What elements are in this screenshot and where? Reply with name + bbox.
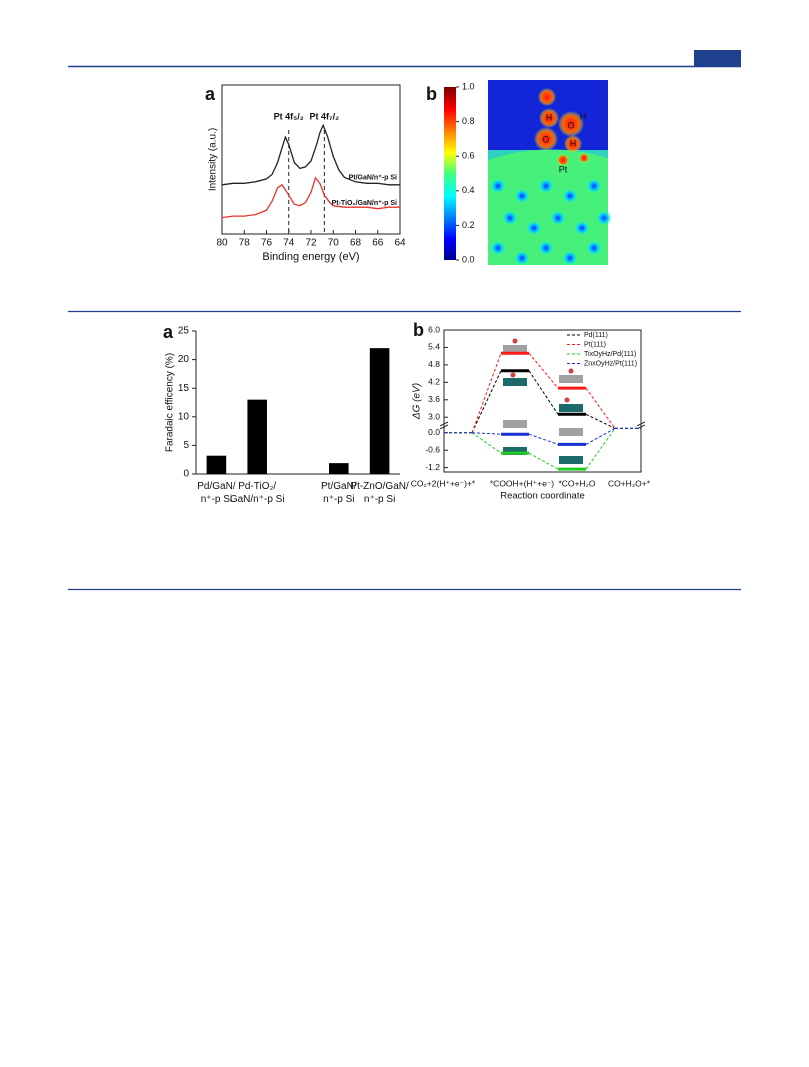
- axis-break: [439, 421, 449, 430]
- connector: [471, 353, 502, 433]
- x-tick-label: 66: [372, 238, 384, 249]
- panel-label: a: [205, 84, 216, 104]
- colorbar-tick-label: 0.6: [462, 151, 475, 161]
- y-tick-label: -1.2: [425, 462, 440, 472]
- bar: [329, 463, 349, 474]
- y-axis-label: Faradaic efficency (%): [165, 353, 176, 452]
- map-label: H: [546, 112, 553, 122]
- series-label: Pt-TiO₂/GaN/n⁺-p Si: [332, 200, 397, 207]
- connector: [585, 387, 616, 429]
- map-label: O: [542, 134, 549, 144]
- peak-label: Pt 4f₇/₂: [310, 111, 340, 121]
- colorbar-tick-label: 0.2: [462, 220, 475, 230]
- map-label: O: [567, 120, 574, 130]
- map-label: Pt: [559, 164, 568, 174]
- connector: [528, 433, 559, 445]
- panel-label: b: [426, 84, 437, 104]
- x-tick-label: *COOH+(H⁺+e⁻): [490, 478, 554, 488]
- x-tick-label: CO+H₂O+*: [608, 478, 651, 488]
- series-line: [221, 123, 400, 186]
- colorbar-tick-label: 0.8: [462, 116, 475, 126]
- x-tick-label: 74: [283, 238, 295, 249]
- plot-frame: [443, 329, 642, 473]
- y-axis-label: Intensity (a.u.): [208, 128, 219, 191]
- x-tick-label: CO₂+2(H⁺+e⁻)+*: [411, 478, 476, 488]
- y-tick-label: 25: [178, 326, 190, 337]
- header-block: [694, 50, 741, 66]
- x-tick-label: 76: [261, 238, 273, 249]
- x-tick-label: *CO+H₂O: [558, 478, 595, 488]
- map-label: H: [570, 138, 577, 148]
- panel-label: b: [413, 320, 424, 340]
- peak-label: Pt 4f₅/₂: [274, 111, 304, 121]
- connector: [585, 427, 616, 445]
- legend-label: TixOyHz/Pd(111): [584, 351, 636, 358]
- colorbar-tick-label: 0.4: [462, 185, 475, 195]
- y-tick-label: 20: [178, 354, 190, 365]
- y-tick-label: 4.2: [428, 377, 440, 387]
- y-axis-label: ΔG (eV): [412, 383, 423, 420]
- connector: [528, 352, 559, 389]
- x-tick-label: 70: [328, 238, 340, 249]
- y-tick-label: 6.0: [428, 324, 440, 334]
- y-tick-label: 3.0: [428, 411, 440, 421]
- charge-map: [488, 80, 612, 266]
- x-tick-label: 68: [350, 238, 362, 249]
- bar: [247, 399, 267, 474]
- structure-icons: [503, 338, 583, 464]
- connector: [471, 432, 502, 454]
- connector: [471, 432, 502, 435]
- panel-label: a: [163, 322, 174, 342]
- x-tick-label: Pt/GaN/n⁺-p Si: [321, 481, 357, 505]
- bar: [206, 455, 227, 474]
- x-tick-label: 80: [216, 238, 228, 249]
- legend-label: ZnxOyHz/Pt(111): [584, 360, 637, 367]
- connector: [528, 452, 559, 470]
- x-axis-label: Reaction coordinate: [500, 491, 585, 502]
- x-tick-label: Pt-ZnO/GaN/n⁺-p Si: [350, 481, 409, 505]
- connector: [585, 413, 616, 429]
- y-tick-label: 5: [183, 440, 189, 451]
- y-tick-label: 0.0: [428, 427, 440, 437]
- series-label: Pt/GaN/n⁺-p Si: [349, 175, 397, 182]
- connector: [585, 428, 616, 470]
- y-tick-label: 3.6: [428, 394, 440, 404]
- x-tick-label: Pd/GaN/n⁺-p Si: [197, 481, 236, 505]
- legend-label: Pd(111): [584, 332, 608, 339]
- colorbar-tick-label: 0.0: [462, 254, 475, 264]
- bar: [369, 348, 390, 474]
- x-tick-label: 72: [305, 238, 317, 249]
- y-tick-label: 15: [178, 383, 190, 394]
- x-tick-label: Pd-TiO₂/GaN/n⁺-p Si: [230, 481, 285, 505]
- y-tick-label: 0: [183, 469, 189, 480]
- x-tick-label: 64: [394, 238, 406, 249]
- x-axis-label: Binding energy (eV): [262, 251, 359, 263]
- colorbar: [444, 87, 456, 260]
- y-tick-label: 4.8: [428, 359, 440, 369]
- y-tick-label: 10: [178, 411, 190, 422]
- x-tick-label: 78: [239, 238, 251, 249]
- map-label: H: [580, 111, 587, 121]
- connector: [528, 370, 559, 415]
- colorbar-tick-label: 1.0: [462, 81, 475, 91]
- y-tick-label: -0.6: [425, 444, 440, 454]
- y-tick-label: 5.4: [428, 342, 440, 352]
- series-line: [221, 176, 400, 219]
- connector: [471, 370, 502, 433]
- axis-break: [636, 421, 646, 430]
- legend-label: Pt(111): [584, 341, 606, 348]
